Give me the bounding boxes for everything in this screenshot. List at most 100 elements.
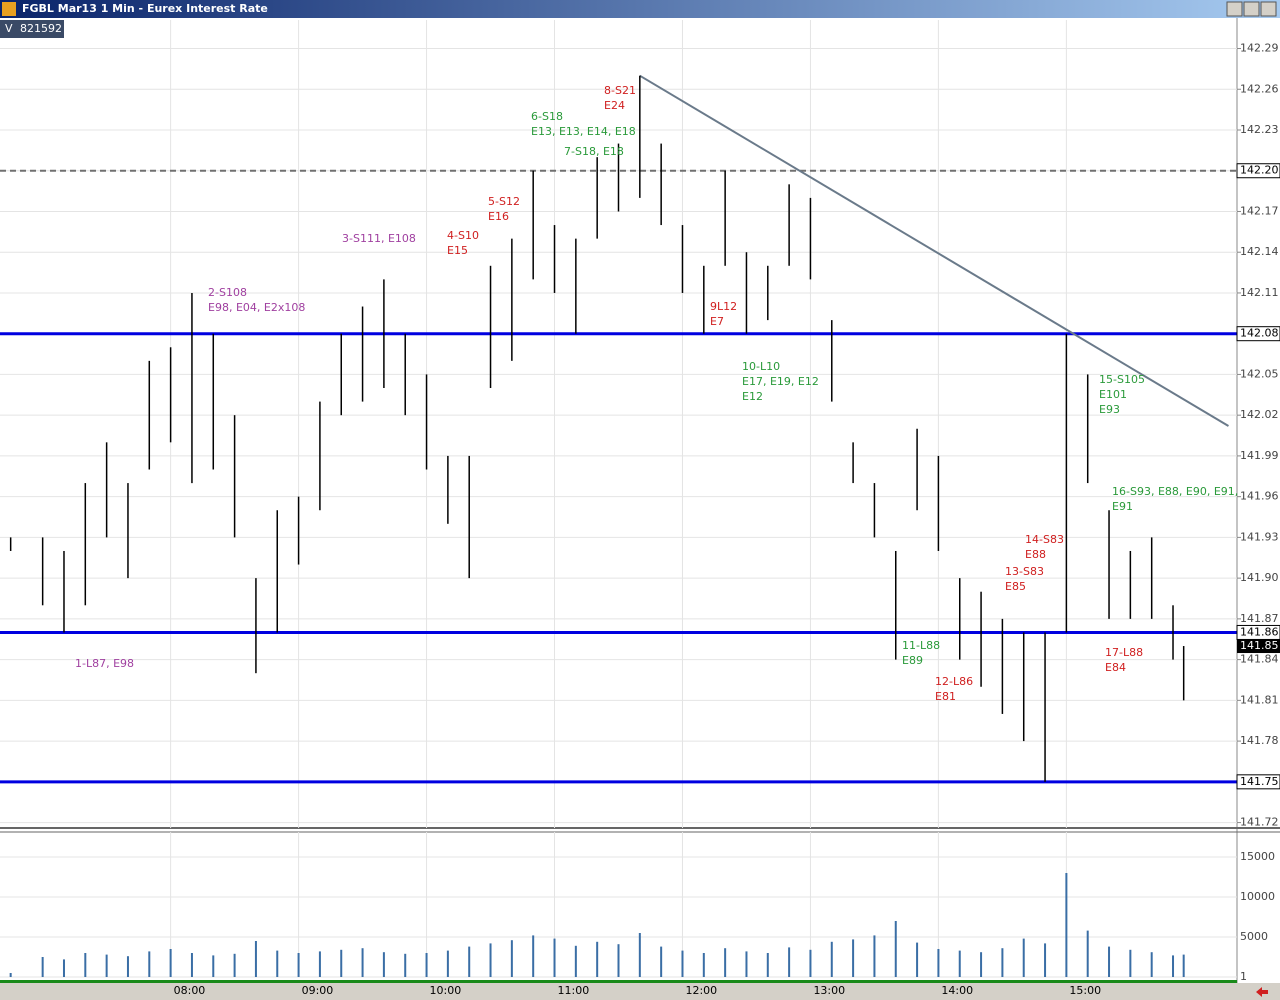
annotation: E15 [447, 244, 468, 257]
volume-bar [638, 933, 641, 977]
y-tick-label: 142.02 [1240, 408, 1279, 421]
close-button[interactable] [1260, 1, 1277, 17]
annotation: 8-S21 [604, 84, 636, 97]
volume-bar [553, 938, 556, 977]
volume-bar [318, 951, 321, 977]
volume-bar [1129, 949, 1132, 977]
annotation: E88 [1025, 548, 1046, 561]
annotation: 5-S12 [488, 195, 520, 208]
volume-bar [84, 953, 87, 977]
session-bar [0, 980, 1237, 983]
volume-bar [1150, 952, 1153, 977]
level-label-box [1236, 774, 1280, 790]
x-tick-label: 15:00 [1069, 984, 1101, 997]
volume-bar [340, 949, 343, 977]
annotation: 4-S10 [447, 229, 479, 242]
annotation: 3-S111, E108 [342, 232, 416, 245]
x-tick-label: 14:00 [941, 984, 973, 997]
x-tick-label: 11:00 [558, 984, 590, 997]
level-label: 141.75 [1240, 775, 1279, 788]
volume-bar [382, 952, 385, 977]
volume-bar [1044, 943, 1047, 977]
last-price-label: 141.85 [1240, 639, 1279, 652]
volume-bar [276, 950, 279, 977]
restore-button[interactable] [1243, 1, 1260, 17]
y-tick-label: 141.99 [1240, 449, 1279, 462]
annotation: E98, E04, E2x108 [208, 301, 305, 314]
y-tick-label: 142.23 [1240, 123, 1279, 136]
volume-bar [937, 949, 940, 977]
last-price-box [1237, 639, 1280, 654]
volume-bar [745, 951, 748, 977]
volume-bar [1086, 930, 1089, 977]
annotation: E24 [604, 99, 625, 112]
annotation: E91 [1112, 500, 1133, 513]
annotation: 17-L88 [1105, 646, 1143, 659]
volume-bar [212, 955, 215, 977]
y-tick-label: 141.78 [1240, 734, 1279, 747]
annotation: E7 [710, 315, 724, 328]
y-tick-label: 141.72 [1240, 816, 1279, 829]
y-tick-label: 141.84 [1240, 653, 1279, 666]
level-label-box [1236, 326, 1280, 342]
annotation: 10-L10 [742, 360, 780, 373]
x-tick-label: 13:00 [813, 984, 845, 997]
scroll-arrow[interactable] [1256, 987, 1268, 997]
volume-bar [62, 959, 65, 977]
volume-bar [297, 953, 300, 977]
volume-bar [169, 949, 172, 977]
volume-bar [873, 935, 876, 977]
minimize-button[interactable] [1226, 1, 1243, 17]
volume-bar [681, 950, 684, 977]
y-tick-label: 141.96 [1240, 490, 1279, 503]
volume-bar [233, 953, 236, 977]
volume-bar [660, 946, 663, 977]
volume-bar [596, 941, 599, 977]
y-tick-label: 142.26 [1240, 82, 1279, 95]
volume-bar [41, 957, 44, 977]
volume-tick-label: 5000 [1240, 930, 1268, 943]
volume-bar [9, 973, 12, 977]
y-tick-label: 142.11 [1240, 286, 1279, 299]
volume-bar [361, 948, 364, 977]
volume-bar [574, 945, 577, 977]
volume-bar [446, 950, 449, 977]
x-tick-label: 12:00 [685, 984, 717, 997]
volume-bar [190, 953, 193, 977]
level-label: 142.08 [1240, 327, 1279, 340]
y-tick-label: 142.29 [1240, 42, 1279, 55]
volume-bar [894, 921, 897, 977]
x-tick-label: 08:00 [174, 984, 206, 997]
time-axis [0, 983, 1280, 1000]
volume-bar [1022, 938, 1025, 977]
annotation: 14-S83 [1025, 533, 1064, 546]
window-title: FGBL Mar13 1 Min - Eurex Interest Rate [22, 2, 268, 15]
volume-bar [468, 946, 471, 977]
volume-bar [489, 943, 492, 977]
volume-bar [1108, 946, 1111, 977]
title-bar [0, 0, 1280, 18]
annotation: 16-S93, E88, E90, E91, [1112, 485, 1238, 498]
volume-bar [702, 953, 705, 977]
volume-bar [510, 940, 513, 977]
annotation: 15-S105 [1099, 373, 1145, 386]
y-tick-label: 141.81 [1240, 693, 1279, 706]
y-tick-label: 142.05 [1240, 367, 1279, 380]
annotation: 12-L86 [935, 675, 973, 688]
y-tick-label: 142.14 [1240, 245, 1279, 258]
window-buttons[interactable] [1226, 1, 1277, 17]
app-icon [2, 2, 16, 16]
volume-tick-label: 1 [1240, 970, 1247, 983]
volume-total: 821592 [20, 22, 62, 35]
annotation: 7-S18, E18 [564, 145, 624, 158]
volume-box-label: V [5, 22, 13, 35]
volume-bar [788, 947, 791, 977]
volume-tick-label: 15000 [1240, 850, 1275, 863]
annotation: 13-S83 [1005, 565, 1044, 578]
volume-bar [980, 952, 983, 977]
level-label: 141.86 [1240, 625, 1279, 638]
y-tick-label: 141.90 [1240, 571, 1279, 584]
annotation: E16 [488, 210, 509, 223]
volume-bar [254, 941, 257, 977]
